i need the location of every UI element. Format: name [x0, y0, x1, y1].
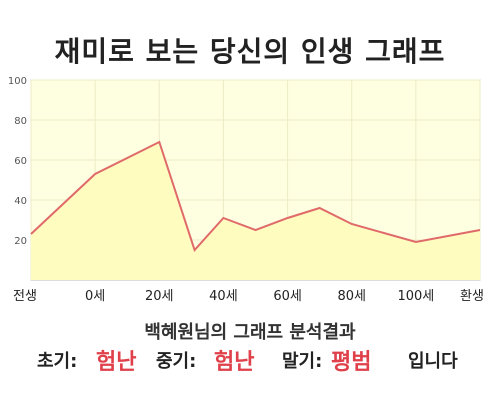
series-line [30, 140, 481, 252]
middle-value: 험난 [214, 350, 255, 375]
x-tick-label: 20세 [145, 289, 174, 304]
ending-text: 입니다 [408, 351, 458, 372]
y-tick-label: 40 [14, 196, 27, 207]
y-tick-label: 20 [14, 236, 27, 247]
early-label: 초기: [37, 351, 78, 372]
x-tick-label: 전생 [13, 289, 37, 304]
x-tick-label: 40세 [209, 289, 238, 304]
late-label: 말기: [282, 351, 323, 372]
x-tick-label: 0세 [85, 289, 105, 304]
x-tick-label: 80세 [337, 289, 366, 304]
result-heading: 백혜원님의 그래프 분석결과 [144, 322, 356, 343]
page-title: 재미로 보는 당신의 인생 그래프 [54, 35, 446, 68]
x-axis: 전생 0세 20세 40세 60세 80세 100세 환생 [13, 289, 484, 304]
y-tick-label: 100 [8, 76, 27, 87]
x-tick-label: 100세 [397, 289, 434, 304]
y-axis: 20 40 60 80 100 [8, 76, 27, 247]
y-tick-label: 80 [14, 116, 27, 127]
middle-label: 중기: [156, 351, 197, 372]
early-value: 험난 [96, 350, 137, 375]
x-tick-label: 60세 [273, 289, 302, 304]
x-tick-label: 환생 [460, 289, 484, 304]
y-tick-label: 60 [14, 156, 27, 167]
area-fill [31, 142, 480, 280]
late-value: 평범 [331, 350, 372, 375]
